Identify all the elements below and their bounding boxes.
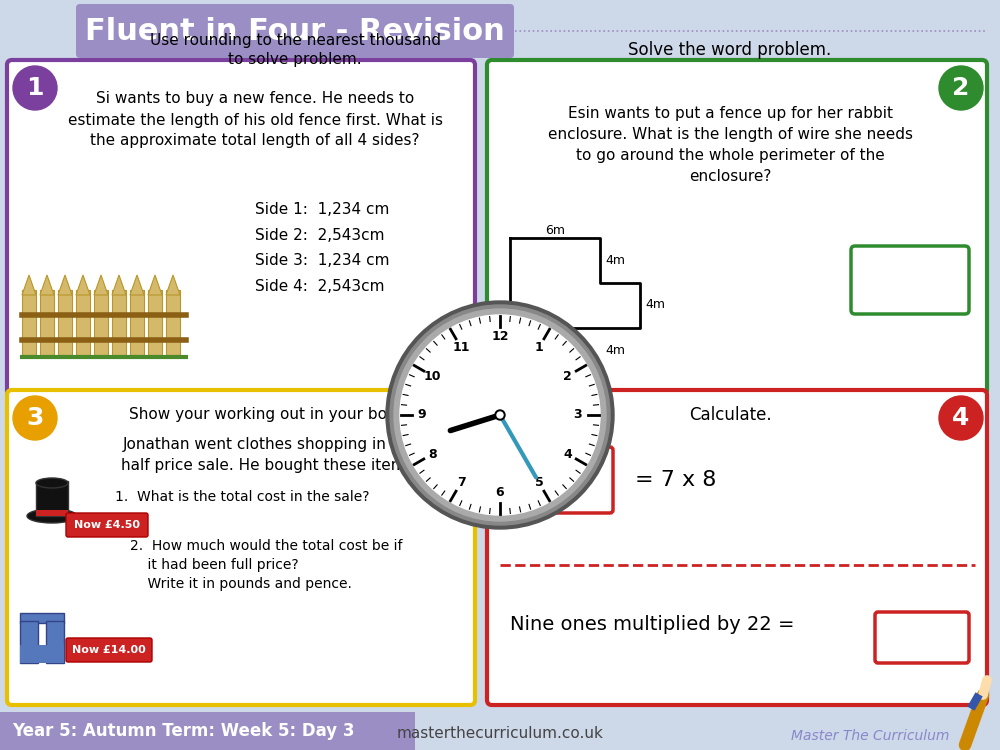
Polygon shape [22,275,36,295]
FancyBboxPatch shape [875,612,969,663]
FancyBboxPatch shape [66,638,152,662]
Bar [0,712,415,750]
Text: Solve the word problem.: Solve the word problem. [628,41,832,59]
Text: 10: 10 [424,370,441,382]
Text: 1: 1 [535,341,543,354]
Text: Esin wants to put a fence up for her rabbit
enclosure. What is the length of wir: Esin wants to put a fence up for her rab… [548,106,912,184]
Text: Master The Curriculum: Master The Curriculum [791,729,949,743]
Text: 1.  What is the total cost in the sale?: 1. What is the total cost in the sale? [115,490,370,504]
Text: Side 1:  1,234 cm
Side 2:  2,543cm
Side 3:  1,234 cm
Side 4:  2,543cm: Side 1: 1,234 cm Side 2: 2,543cm Side 3:… [255,202,390,294]
Text: Calculate.: Calculate. [689,406,771,424]
Bar [148,290,162,355]
Bar [46,621,64,663]
Text: 5: 5 [535,476,543,489]
Text: 8: 8 [428,448,437,460]
Text: 7: 7 [457,476,465,489]
Bar [166,290,180,355]
Text: 6m: 6m [545,224,565,236]
Text: 6: 6 [496,487,504,500]
FancyBboxPatch shape [851,246,969,314]
Polygon shape [166,275,180,295]
Text: 4m: 4m [645,298,665,311]
Text: 4: 4 [563,448,572,460]
Text: Show your working out in your book.: Show your working out in your book. [129,407,411,422]
Polygon shape [130,275,144,295]
Circle shape [939,66,983,110]
Polygon shape [76,275,90,295]
FancyBboxPatch shape [507,447,613,513]
Circle shape [13,66,57,110]
Text: 2: 2 [952,76,970,100]
Bar [94,290,108,355]
Text: 4m: 4m [605,344,625,356]
Text: 4m: 4m [605,254,625,266]
Circle shape [394,309,606,521]
Text: 1: 1 [26,76,44,100]
Ellipse shape [36,478,68,488]
Text: Now £14.00: Now £14.00 [72,645,146,655]
Circle shape [13,396,57,440]
FancyBboxPatch shape [487,390,987,705]
Text: Jonathan went clothes shopping in the
half price sale. He bought these items.: Jonathan went clothes shopping in the ha… [121,437,419,473]
Text: 12: 12 [491,331,509,344]
Bar [36,510,68,516]
Text: 4: 4 [952,406,970,430]
Polygon shape [40,275,54,295]
Text: 6m: 6m [590,376,610,389]
Circle shape [386,301,614,529]
Text: 3: 3 [574,409,582,422]
Text: Si wants to buy a new fence. He needs to
estimate the length of his old fence fi: Si wants to buy a new fence. He needs to… [68,92,442,148]
Bar [20,645,64,663]
Circle shape [495,410,505,420]
Polygon shape [112,275,126,295]
Text: Nine ones multiplied by 22 =: Nine ones multiplied by 22 = [510,616,794,634]
Text: 2: 2 [563,370,572,382]
Ellipse shape [27,509,77,523]
Circle shape [390,305,610,525]
Bar [76,290,90,355]
FancyBboxPatch shape [66,513,148,537]
Bar [20,621,38,663]
Text: 11: 11 [452,341,470,354]
Bar [40,290,54,355]
Text: Fluent in Four - Revision: Fluent in Four - Revision [85,16,505,46]
Polygon shape [94,275,108,295]
Circle shape [497,412,503,418]
Text: 9: 9 [418,409,426,422]
Circle shape [939,396,983,440]
Polygon shape [58,275,72,295]
Text: 2.  How much would the total cost be if
    it had been full price?
    Write it: 2. How much would the total cost be if i… [130,539,402,591]
Bar [36,481,68,516]
FancyBboxPatch shape [7,60,475,395]
Bar [112,290,126,355]
Text: Use rounding to the nearest thousand
to solve problem.: Use rounding to the nearest thousand to … [150,32,440,68]
Text: masterthecurriculum.co.uk: masterthecurriculum.co.uk [397,727,603,742]
Text: 3: 3 [26,406,44,430]
Text: 4m: 4m [525,344,545,356]
Bar [22,290,36,355]
Text: Now £4.50: Now £4.50 [74,520,140,530]
FancyBboxPatch shape [76,4,514,58]
FancyBboxPatch shape [7,390,475,705]
Bar [58,290,72,355]
Polygon shape [148,275,162,295]
Bar [130,290,144,355]
FancyBboxPatch shape [487,60,987,395]
Circle shape [400,315,600,515]
Text: = 7 x 8: = 7 x 8 [635,470,716,490]
Bar [20,613,64,623]
Text: Year 5: Autumn Term: Week 5: Day 3: Year 5: Autumn Term: Week 5: Day 3 [12,722,354,740]
